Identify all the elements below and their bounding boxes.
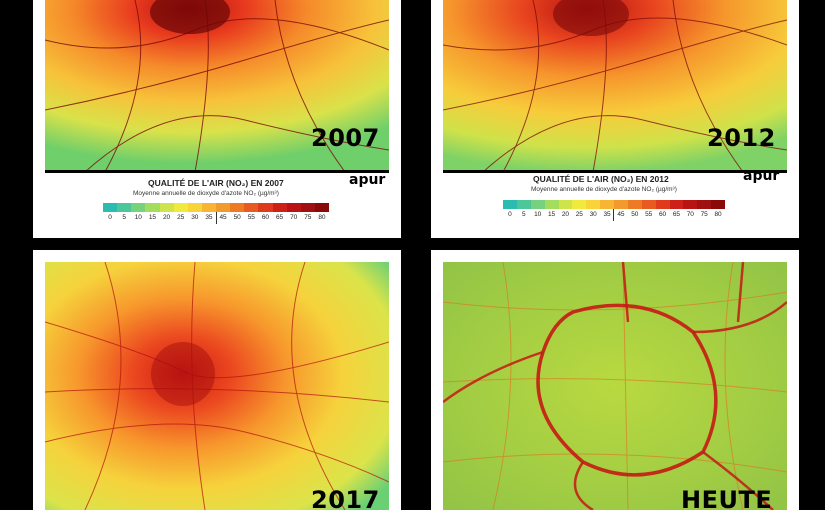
no2-map-2012 bbox=[443, 0, 787, 172]
scale-tick-label: 75 bbox=[700, 211, 708, 218]
scale-tick-label: 55 bbox=[645, 211, 653, 218]
divider bbox=[45, 170, 389, 173]
scale-tick-label: 65 bbox=[672, 211, 681, 218]
scale-tick-label: 35 bbox=[205, 214, 213, 221]
scale-swatch bbox=[117, 203, 132, 212]
scale-tick-label: 0 bbox=[108, 214, 112, 221]
scale-swatch bbox=[516, 200, 531, 209]
scale-swatch bbox=[614, 200, 628, 209]
scale-tick-label: 60 bbox=[658, 211, 667, 218]
scale-tick-label: 25 bbox=[177, 214, 185, 221]
scale-swatch bbox=[216, 203, 231, 212]
no2-map-heute bbox=[443, 262, 787, 510]
scale-swatch bbox=[558, 200, 573, 209]
map-panel-2012: 2012 QUALITÉ DE L'AIR (NO₂) EN 2012 Moye… bbox=[431, 0, 799, 238]
scale-tick-label: 50 bbox=[233, 214, 241, 221]
scale-swatch bbox=[230, 203, 245, 212]
scale-tick-label: 10 bbox=[134, 214, 142, 221]
year-label: 2017 bbox=[311, 486, 380, 510]
scale-swatch bbox=[272, 203, 287, 212]
scale-tick-label: 20 bbox=[561, 211, 570, 218]
year-label: 2007 bbox=[311, 124, 380, 152]
scale-tick-label: 50 bbox=[631, 211, 639, 218]
scale-tick-label: 80 bbox=[714, 211, 722, 218]
scale-swatch bbox=[173, 203, 188, 212]
scale-tick-label: 80 bbox=[318, 214, 326, 221]
scale-tick-label: 25 bbox=[575, 211, 583, 218]
scale-tick-label: 60 bbox=[261, 214, 270, 221]
scale-tick-label: 35 bbox=[603, 211, 611, 218]
map-subtitle: Moyenne annuelle de dioxyde d'azote NO₂ … bbox=[531, 186, 677, 193]
apur-logo: apur bbox=[743, 168, 780, 184]
scale-tick-label: 70 bbox=[686, 211, 694, 218]
scale-swatch bbox=[627, 200, 642, 209]
scale-swatch bbox=[314, 203, 329, 212]
apur-logo: apur bbox=[349, 172, 386, 188]
scale-swatch bbox=[572, 200, 587, 209]
scale-swatch bbox=[201, 203, 216, 212]
year-label: 2012 bbox=[707, 124, 776, 152]
map-panel-2017: 2017 bbox=[33, 250, 401, 510]
scale-swatch bbox=[586, 200, 601, 209]
scale-tick-label: 0 bbox=[508, 211, 512, 218]
scale-swatch bbox=[145, 203, 160, 212]
scale-tick-label: 75 bbox=[304, 214, 312, 221]
scale-swatch bbox=[697, 200, 712, 209]
color-scale bbox=[103, 203, 329, 212]
scale-swatch bbox=[131, 203, 146, 212]
scale-swatch bbox=[103, 203, 118, 212]
scale-swatch bbox=[258, 203, 273, 212]
scale-swatch bbox=[600, 200, 614, 209]
scale-tick-label: 10 bbox=[534, 211, 542, 218]
scale-tick-label: 20 bbox=[162, 214, 171, 221]
scale-divider bbox=[216, 212, 217, 224]
no2-map-2007 bbox=[45, 0, 389, 172]
scale-tick-label: 45 bbox=[219, 214, 227, 221]
scale-swatch bbox=[655, 200, 670, 209]
scale-swatch bbox=[544, 200, 559, 209]
map-panel-heute: HEUTE bbox=[431, 250, 799, 510]
scale-swatch bbox=[187, 203, 202, 212]
scale-swatch bbox=[159, 203, 174, 212]
scale-tick-label: 65 bbox=[275, 214, 284, 221]
scale-tick-label: 15 bbox=[547, 211, 556, 218]
scale-tick-label: 55 bbox=[247, 214, 255, 221]
scale-swatch bbox=[286, 203, 301, 212]
scale-swatch bbox=[669, 200, 684, 209]
scale-swatch bbox=[683, 200, 698, 209]
scale-tick-label: 70 bbox=[290, 214, 298, 221]
color-scale bbox=[503, 200, 725, 209]
map-panel-2007: 2007 QUALITÉ DE L'AIR (NO₂) EN 2007 Moye… bbox=[33, 0, 401, 238]
scale-swatch bbox=[300, 203, 315, 212]
scale-swatch bbox=[503, 200, 517, 209]
scale-swatch bbox=[641, 200, 656, 209]
scale-tick-label: 15 bbox=[148, 214, 157, 221]
year-label: HEUTE bbox=[681, 486, 773, 510]
divider bbox=[443, 170, 787, 173]
scale-divider bbox=[613, 209, 614, 221]
map-subtitle: Moyenne annuelle de dioxyde d'azote NO₂ … bbox=[133, 190, 279, 197]
scale-swatch bbox=[244, 203, 259, 212]
map-title: QUALITÉ DE L'AIR (NO₂) EN 2007 bbox=[148, 178, 284, 188]
scale-swatch bbox=[711, 200, 725, 209]
scale-tick-label: 30 bbox=[589, 211, 597, 218]
scale-tick-label: 5 bbox=[522, 211, 526, 218]
scale-ticks: 0 5 10 15 20 25 30 35 45 50 55 60 65 70 75 80 bbox=[103, 214, 329, 221]
no2-map-2017 bbox=[45, 262, 389, 510]
scale-swatch bbox=[530, 200, 545, 209]
scale-tick-label: 45 bbox=[617, 211, 625, 218]
scale-tick-label: 30 bbox=[191, 214, 199, 221]
scale-ticks: 0 5 10 15 20 25 30 35 45 50 55 60 65 70 75 80 bbox=[503, 211, 725, 218]
map-title: QUALITÉ DE L'AIR (NO₂) EN 2012 bbox=[533, 174, 669, 184]
scale-tick-label: 5 bbox=[122, 214, 126, 221]
